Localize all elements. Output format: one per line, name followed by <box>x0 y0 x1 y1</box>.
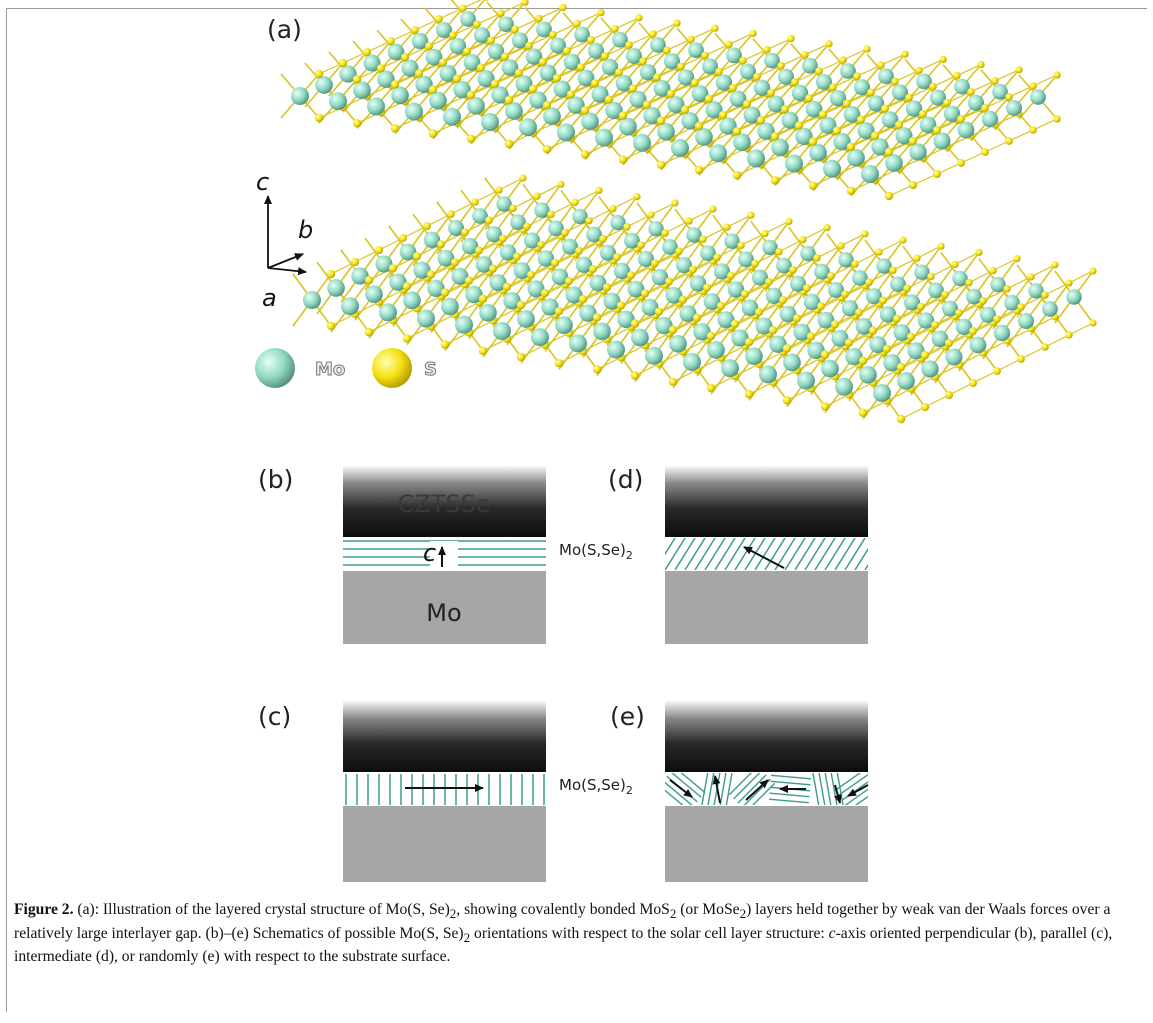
caption-sub: 2 <box>449 906 457 922</box>
panel-d-label: (d) <box>608 465 644 494</box>
figure-caption: Figure 2. (a): Illustration of the layer… <box>14 900 1139 967</box>
caption-part: ) layers held together by weak van der W… <box>14 901 1111 942</box>
mos2-parallel-layers <box>345 774 545 805</box>
figure-graphic: c b a Mo S CZTSSe Mo c <box>255 0 1097 882</box>
axis-a-label: a <box>262 284 277 312</box>
interlayer-label-text: Mo(S,Se) <box>559 776 626 794</box>
substrate-e <box>665 806 868 882</box>
caption-part: -axis oriented perpendicular (b), parall… <box>14 924 1113 966</box>
mos2-intermediate-layers <box>665 538 868 570</box>
panel-e-schematic <box>665 700 869 882</box>
panel-b-label: (b) <box>258 465 294 494</box>
axis-triad: c b a <box>256 168 313 312</box>
legend-mo-label: Mo <box>315 359 345 380</box>
interlayer-label-sub: 2 <box>625 784 633 797</box>
absorber-layer-d <box>665 465 868 537</box>
mos2-random-layers <box>665 773 869 805</box>
panel-c-schematic <box>343 700 546 882</box>
panel-b-schematic: CZTSSe Mo c <box>343 465 546 644</box>
atom-legend: Mo S <box>255 348 437 388</box>
caption-sub: 2 <box>463 929 471 945</box>
caption-part: orientations with respect to the solar c… <box>470 924 829 942</box>
panel-c-label: (c) <box>258 702 292 731</box>
interlayer-label-bottom: Mo(S,Se)2 <box>559 776 633 797</box>
substrate-c <box>343 806 546 882</box>
caption-part: (a): Illustration of the layered crystal… <box>77 901 450 918</box>
s-atom-icon <box>372 348 412 388</box>
caption-sub: 2 <box>669 906 677 922</box>
panel-a-label: (a) <box>267 15 302 44</box>
caption-sub: 2 <box>739 906 747 922</box>
substrate-d <box>665 571 868 644</box>
mo-label: Mo <box>426 599 461 627</box>
interlayer-label-text: Mo(S,Se) <box>559 541 626 559</box>
caption-part: , showing covalently bonded MoS <box>456 901 670 918</box>
caption-italic: c <box>828 924 836 942</box>
mo-substrate <box>343 571 546 644</box>
c-axis-label: c <box>423 539 436 567</box>
absorber-layer-e <box>665 700 868 772</box>
caption-part: (or MoSe <box>676 901 740 918</box>
panel-e-label: (e) <box>610 702 645 731</box>
figure-frame <box>6 8 1147 1012</box>
panel-d-schematic <box>665 465 868 644</box>
axis-c-label: c <box>256 168 269 196</box>
interlayer-label-top: Mo(S,Se)2 <box>559 541 633 562</box>
absorber-layer-c <box>343 700 546 772</box>
crystal-structure <box>280 0 1097 424</box>
mo-atom-icon <box>255 348 295 388</box>
caption-lead: Figure 2. <box>14 901 74 918</box>
czts-layer <box>343 465 546 537</box>
axis-b-label: b <box>298 216 313 244</box>
legend-s-label: S <box>424 359 437 380</box>
interlayer-label-sub: 2 <box>625 549 633 562</box>
czts-label: CZTSSe <box>397 490 490 518</box>
